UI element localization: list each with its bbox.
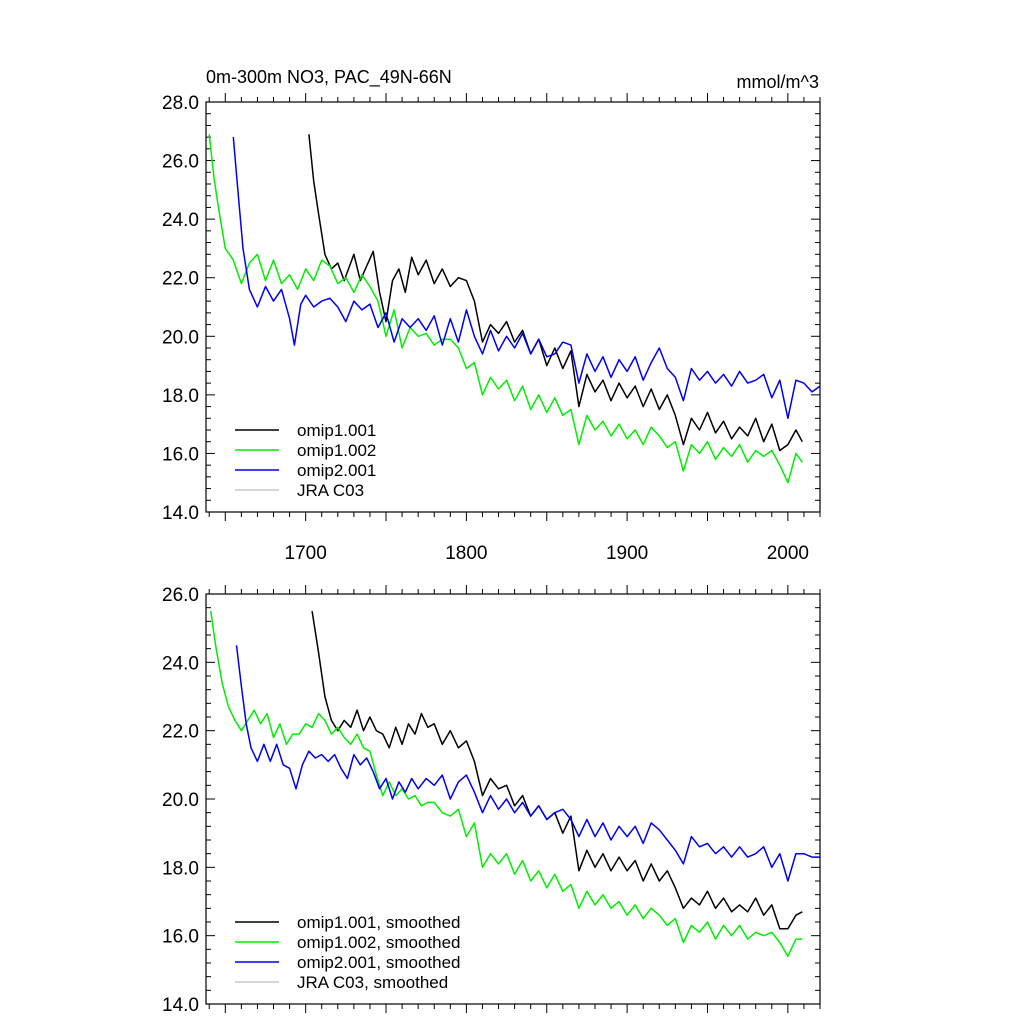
bottom-y-tick-label: 24.0 xyxy=(162,653,199,674)
bottom-plot-frame xyxy=(205,593,821,1005)
bottom-y-tick-labels: 14.0 16.0 18.0 20.0 22.0 24.0 26.0 xyxy=(162,585,199,1016)
bottom-ticks xyxy=(206,585,821,1013)
bottom-legend-label: JRA C03, smoothed xyxy=(297,973,448,992)
bottom-y-tick-label: 22.0 xyxy=(162,722,199,743)
chart-title: 0m-300m NO3, PAC_49N-66N xyxy=(206,67,452,88)
bottom-panel: 14.0 16.0 18.0 20.0 22.0 24.0 26.0 omip1.001, … xyxy=(162,585,821,1016)
top-legend-label: JRA C03 xyxy=(297,481,364,500)
bottom-y-tick-label: 14.0 xyxy=(162,995,199,1016)
top-legend-label: omip1.001 xyxy=(297,421,376,440)
top-ticks xyxy=(206,93,821,521)
top-y-tick-label: 14.0 xyxy=(162,503,199,524)
top-y-tick-label: 22.0 xyxy=(162,269,199,290)
top-panel: 0m-300m NO3, PAC_49N-66N mmol/m^3 14.0 16… xyxy=(162,67,821,564)
bottom-y-tick-label: 18.0 xyxy=(162,858,199,879)
top-x-tick-label: 1900 xyxy=(606,543,648,564)
top-x-tick-label: 1800 xyxy=(445,543,487,564)
top-series-line-2 xyxy=(232,137,821,420)
bottom-y-tick-label: 26.0 xyxy=(162,585,199,606)
top-y-tick-label: 24.0 xyxy=(162,210,199,231)
top-y-tick-label: 28.0 xyxy=(162,93,199,114)
top-series-line-1 xyxy=(208,134,803,484)
top-legend-label: omip2.001 xyxy=(297,461,376,480)
bottom-legend-label: omip2.001, smoothed xyxy=(297,953,461,972)
bottom-series-lines xyxy=(210,610,820,957)
bottom-y-tick-label: 20.0 xyxy=(162,790,199,811)
bottom-y-tick-label: 16.0 xyxy=(162,927,199,948)
top-plot-frame xyxy=(205,101,821,513)
units-label: mmol/m^3 xyxy=(737,72,819,92)
top-series-line-0 xyxy=(308,134,803,452)
top-x-tick-label: 1700 xyxy=(285,543,327,564)
bottom-series-line-2 xyxy=(235,645,820,882)
top-x-tick-label: 2000 xyxy=(767,543,809,564)
top-x-tick-labels: 1700 1800 1900 2000 xyxy=(285,543,809,564)
bottom-legend-label: omip1.001, smoothed xyxy=(297,913,461,932)
top-y-tick-label: 20.0 xyxy=(162,327,199,348)
bottom-series-line-1 xyxy=(210,610,803,957)
top-legend-label: omip1.002 xyxy=(297,441,376,460)
top-y-tick-label: 26.0 xyxy=(162,152,199,173)
bottom-series-line-0 xyxy=(311,610,803,930)
bottom-legend-label: omip1.002, smoothed xyxy=(297,933,461,952)
top-y-tick-labels: 14.0 16.0 18.0 20.0 22.0 24.0 26.0 28.0 xyxy=(162,93,199,524)
top-y-tick-label: 18.0 xyxy=(162,386,199,407)
top-y-tick-label: 16.0 xyxy=(162,444,199,465)
top-series-lines xyxy=(208,134,821,484)
